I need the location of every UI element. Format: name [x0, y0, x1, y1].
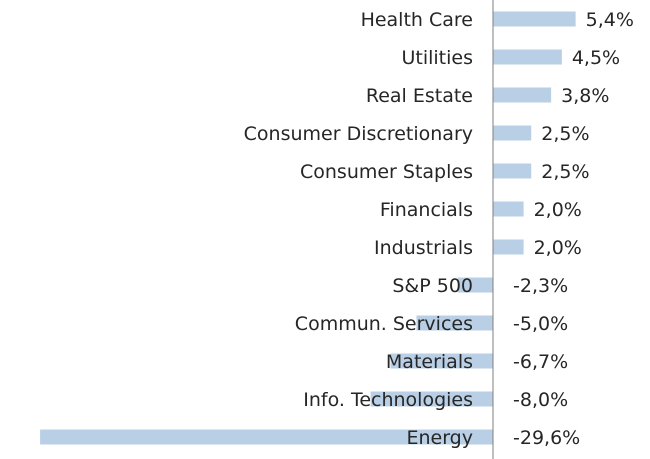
bar-2 — [493, 87, 552, 103]
data-label: 4,5% — [572, 47, 620, 69]
labels-layer: Health Care 5,4% Utilities 4,5% Real Estate 3… — [244, 9, 634, 449]
data-label: 3,8% — [561, 85, 609, 107]
category-label: Health Care — [361, 9, 473, 31]
data-label: 2,5% — [541, 161, 589, 183]
bar-5 — [493, 201, 524, 217]
data-label: -2,3% — [513, 275, 568, 297]
bar-6 — [493, 239, 524, 255]
data-label: 2,0% — [534, 199, 582, 221]
category-label: Utilities — [401, 47, 473, 69]
bar-0 — [493, 11, 576, 27]
data-label: -29,6% — [513, 427, 580, 449]
category-label: Consumer Discretionary — [244, 123, 473, 145]
category-label: S&P 500 — [392, 275, 473, 297]
bar-1 — [493, 49, 562, 65]
data-label: 2,0% — [534, 237, 582, 259]
category-label: Commun. Services — [295, 313, 473, 335]
bar-3 — [493, 125, 532, 141]
category-label: Industrials — [374, 237, 473, 259]
category-label: Consumer Staples — [300, 161, 473, 183]
bar-11 — [40, 429, 494, 445]
bar-10 — [370, 391, 493, 407]
bars-layer — [40, 11, 576, 445]
category-label: Real Estate — [366, 85, 473, 107]
bar-8 — [416, 315, 493, 331]
data-label: -6,7% — [513, 351, 568, 373]
bar-7 — [457, 277, 493, 293]
category-label: Financials — [380, 199, 473, 221]
category-label: Info. Technologies — [303, 389, 473, 411]
category-label: Materials — [386, 351, 473, 373]
data-label: -5,0% — [513, 313, 568, 335]
data-label: 2,5% — [541, 123, 589, 145]
bar-4 — [493, 163, 532, 179]
data-label: 5,4% — [586, 9, 634, 31]
bar-9 — [390, 353, 493, 369]
data-label: -8,0% — [513, 389, 568, 411]
category-label: Energy — [406, 427, 473, 449]
